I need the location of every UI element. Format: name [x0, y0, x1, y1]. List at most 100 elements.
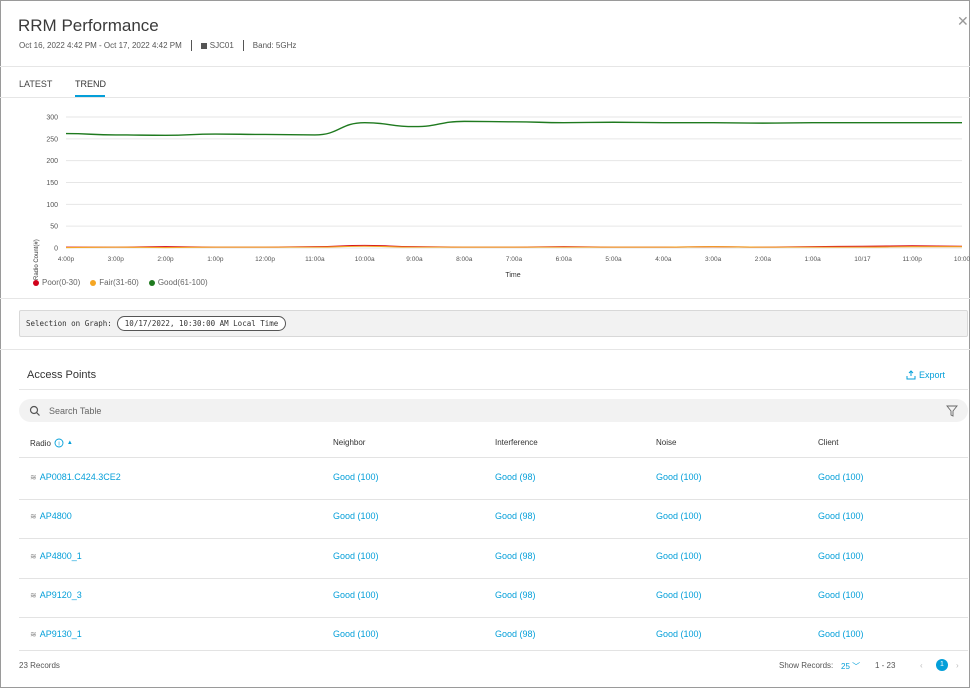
wifi-icon: ≋: [30, 630, 37, 640]
x-tick-label: 12:00p: [255, 256, 275, 263]
noise-link[interactable]: Good (100): [656, 589, 702, 600]
building-icon: [200, 42, 207, 49]
record-count: 23 Records: [19, 661, 60, 670]
x-tick-label: 2:00p: [157, 256, 174, 263]
active-tab-indicator: [75, 95, 105, 97]
y-axis-label: Radio Count(#): [34, 239, 40, 280]
x-tick-label: 3:00a: [705, 256, 722, 263]
prev-page-icon[interactable]: ‹: [920, 661, 923, 670]
wifi-icon: ≋: [30, 590, 37, 600]
column-header-interference[interactable]: Interference: [495, 438, 538, 447]
show-records-select[interactable]: 25 ﹀: [841, 662, 861, 671]
noise-link[interactable]: Good (100): [656, 629, 702, 640]
x-tick-label: 6:00a: [556, 256, 573, 263]
client-link[interactable]: Good (100): [818, 629, 864, 640]
y-tick-label: 250: [46, 136, 58, 143]
noise-link[interactable]: Good (100): [656, 511, 702, 522]
band-label: Band: 5GHz: [252, 41, 297, 50]
y-tick-label: 300: [46, 115, 58, 122]
column-header-neighbor[interactable]: Neighbor: [333, 438, 366, 447]
sort-ascending-icon[interactable]: ▲: [66, 440, 73, 446]
y-tick-label: 150: [46, 180, 58, 187]
x-tick-label: 11:00a: [305, 256, 325, 263]
radio-link[interactable]: ≋ AP9120_3: [30, 589, 82, 600]
tab-trend[interactable]: TREND: [75, 79, 106, 89]
series-line-fair[interactable]: [65, 245, 962, 249]
x-tick-label: 7:00a: [506, 256, 523, 263]
interference-link[interactable]: Good (98): [495, 550, 536, 561]
access-points-title: Access Points: [27, 369, 97, 381]
neighbor-link[interactable]: Good (100): [333, 511, 379, 522]
divider: [242, 40, 244, 51]
noise-link[interactable]: Good (100): [656, 472, 702, 482]
interference-link[interactable]: Good (98): [495, 472, 536, 482]
x-tick-label: 8:00a: [456, 256, 473, 263]
neighbor-link[interactable]: Good (100): [333, 629, 379, 640]
site-name: SJC01: [209, 41, 234, 50]
divider: [0, 298, 970, 299]
show-records-label: Show Records:: [779, 661, 834, 670]
svg-text:i: i: [58, 442, 59, 448]
neighbor-link[interactable]: Good (100): [333, 472, 379, 482]
divider: [19, 616, 968, 618]
interference-link[interactable]: Good (98): [495, 511, 536, 522]
y-tick-label: 0: [54, 246, 58, 253]
y-tick-label: 50: [50, 224, 58, 231]
legend-item-fair[interactable]: Fair(31-60): [90, 278, 139, 287]
divider: [19, 457, 968, 458]
neighbor-link[interactable]: Good (100): [333, 550, 379, 561]
info-icon[interactable]: i: [54, 438, 64, 448]
column-header-noise[interactable]: Noise: [656, 438, 677, 447]
client-link[interactable]: Good (100): [818, 550, 864, 561]
wifi-icon: ≋: [30, 512, 37, 522]
x-tick-label: 4:00a: [655, 256, 672, 263]
x-tick-label: 10/17: [854, 256, 871, 263]
divider: [0, 97, 970, 98]
neighbor-link[interactable]: Good (100): [333, 589, 379, 600]
divider: [19, 577, 968, 579]
client-link[interactable]: Good (100): [818, 511, 864, 522]
noise-link[interactable]: Good (100): [656, 550, 702, 561]
selection-value-pill[interactable]: 10/17/2022, 10:30:00 AM Local Time: [116, 316, 287, 331]
radio-link[interactable]: ≋ AP0081.C424.3CE2: [30, 472, 121, 482]
radio-link[interactable]: ≋ AP9130_1: [30, 629, 82, 640]
divider: [19, 499, 968, 500]
chevron-down-icon: ﹀: [852, 662, 861, 671]
tab-latest[interactable]: LATEST: [19, 79, 53, 89]
x-tick-label: 1:00p: [207, 256, 224, 263]
divider: [0, 349, 970, 350]
x-tick-label: 9:00a: [406, 256, 423, 263]
y-tick-label: 100: [46, 202, 58, 209]
wifi-icon: ≋: [30, 473, 37, 482]
search-input[interactable]: [49, 405, 849, 416]
radio-link[interactable]: ≋ AP4800_1: [30, 550, 82, 561]
page-range: 1 - 23: [875, 661, 896, 670]
column-header-client[interactable]: Client: [818, 438, 839, 447]
series-line-good[interactable]: [65, 120, 962, 137]
page-number-button[interactable]: 1: [936, 659, 948, 671]
divider: [19, 538, 968, 540]
export-button[interactable]: Export: [906, 370, 945, 380]
divider: [0, 66, 970, 67]
client-link[interactable]: Good (100): [818, 472, 864, 482]
x-axis-label: Time: [505, 272, 520, 279]
y-tick-label: 200: [46, 158, 58, 165]
interference-link[interactable]: Good (98): [495, 589, 536, 600]
x-tick-label: 5:00a: [605, 256, 622, 263]
trend-chart[interactable]: 0 50 100 150 200 250 300 4:00p 3:00p 2:00p 1:00p 1…: [0, 100, 970, 285]
filter-icon[interactable]: [946, 405, 958, 417]
selection-label: Selection on Graph:: [26, 319, 112, 328]
close-icon[interactable]: ✕: [957, 13, 969, 29]
x-tick-label: 1:00a: [805, 256, 822, 263]
interference-link[interactable]: Good (98): [495, 629, 536, 640]
legend-item-good[interactable]: Good(61-100): [148, 278, 208, 287]
radio-link[interactable]: ≋ AP4800: [30, 511, 72, 522]
x-tick-label: 4:00p: [58, 256, 75, 263]
client-link[interactable]: Good (100): [818, 589, 864, 600]
table-search: [19, 399, 968, 422]
x-tick-label: 10:00: [954, 256, 970, 263]
column-header-radio[interactable]: Radio i ▲: [30, 438, 73, 448]
next-page-icon[interactable]: ›: [956, 661, 959, 670]
legend-item-poor[interactable]: Poor(0-30): [33, 278, 80, 287]
x-tick-label: 11:00p: [903, 256, 923, 263]
